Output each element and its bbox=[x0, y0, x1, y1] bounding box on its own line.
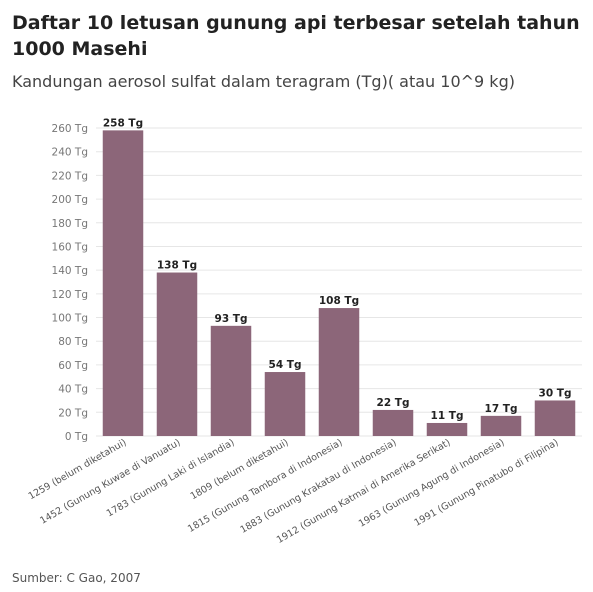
y-tick-label: 80 Tg bbox=[58, 336, 88, 348]
data-label: 30 Tg bbox=[539, 387, 572, 399]
y-axis-ticks: 0 Tg 20 Tg 40 Tg 60 Tg 80 Tg 100 Tg 120 Tg 140 … bbox=[52, 123, 88, 443]
y-tick-label: 60 Tg bbox=[58, 360, 88, 372]
data-label: 11 Tg bbox=[431, 410, 464, 422]
data-label: 17 Tg bbox=[485, 403, 518, 415]
bar bbox=[426, 422, 468, 436]
bar bbox=[480, 415, 522, 436]
bar bbox=[264, 372, 306, 436]
data-labels: 258 Tg 138 Tg 93 Tg 54 Tg 108 Tg 22 Tg 11 Tg 17… bbox=[103, 117, 572, 422]
source-note: Sumber: C Gao, 2007 bbox=[12, 571, 141, 585]
y-tick-label: 140 Tg bbox=[52, 265, 88, 277]
chart-title: Daftar 10 letusan gunung api terbesar se… bbox=[12, 12, 580, 60]
y-tick-label: 40 Tg bbox=[58, 384, 88, 396]
x-tick-label: 1259 (belum diketahui) bbox=[27, 437, 129, 502]
y-tick-label: 120 Tg bbox=[52, 289, 88, 301]
x-tick-label: 1809 (belum diketahui) bbox=[189, 437, 291, 502]
y-tick-label: 240 Tg bbox=[52, 147, 88, 159]
y-tick-label: 260 Tg bbox=[52, 123, 88, 135]
bars bbox=[102, 130, 576, 436]
bar bbox=[534, 400, 576, 436]
bar bbox=[102, 130, 144, 436]
chart-subtitle: Kandungan aerosol sulfat dalam teragram … bbox=[12, 72, 515, 91]
data-label: 93 Tg bbox=[215, 313, 248, 325]
data-label: 108 Tg bbox=[319, 295, 359, 307]
y-tick-label: 200 Tg bbox=[52, 194, 88, 206]
bar bbox=[318, 308, 360, 436]
bar bbox=[372, 409, 414, 436]
y-tick-label: 100 Tg bbox=[52, 313, 88, 325]
bar bbox=[210, 325, 252, 436]
y-tick-label: 180 Tg bbox=[52, 218, 88, 230]
data-label: 22 Tg bbox=[377, 397, 410, 409]
data-label: 258 Tg bbox=[103, 117, 143, 129]
bar-chart: 0 Tg 20 Tg 40 Tg 60 Tg 80 Tg 100 Tg 120 Tg 140 … bbox=[27, 117, 582, 546]
y-tick-label: 20 Tg bbox=[58, 407, 88, 419]
y-tick-label: 160 Tg bbox=[52, 241, 88, 253]
data-label: 54 Tg bbox=[269, 359, 302, 371]
y-tick-label: 0 Tg bbox=[65, 431, 88, 443]
bar bbox=[156, 272, 198, 436]
x-axis-labels: 1259 (belum diketahui)1452 (Gunung Kuwae… bbox=[27, 437, 561, 546]
y-tick-label: 220 Tg bbox=[52, 170, 88, 182]
data-label: 138 Tg bbox=[157, 260, 197, 272]
